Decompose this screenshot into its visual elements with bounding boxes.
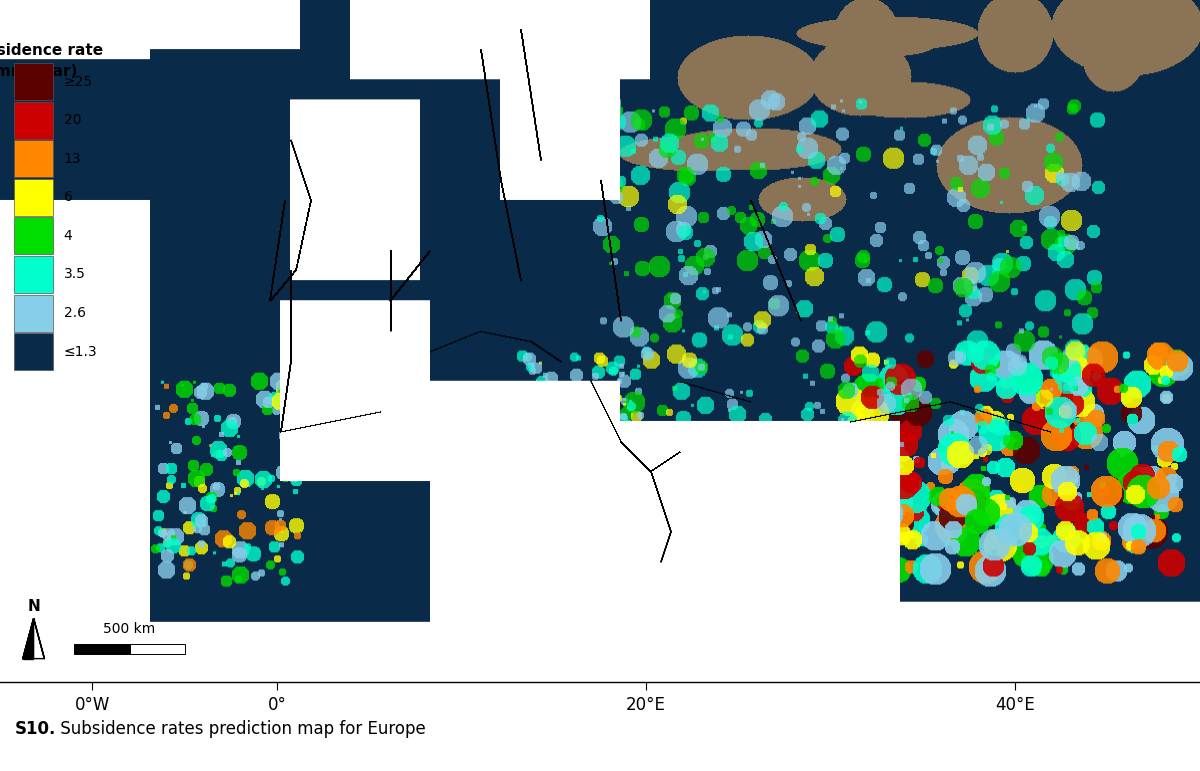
Polygon shape [34,618,44,658]
Text: 500 km: 500 km [103,622,156,636]
Polygon shape [23,618,34,658]
Text: N: N [28,600,40,614]
Text: 13: 13 [64,152,82,166]
Polygon shape [23,618,34,658]
Polygon shape [34,618,44,658]
Text: 20: 20 [64,113,82,127]
Text: (mm/year): (mm/year) [0,64,78,79]
Text: ≤1.3: ≤1.3 [64,345,97,359]
Text: S10.: S10. [14,719,55,738]
Text: 2.6: 2.6 [64,306,85,320]
Text: 4: 4 [64,229,72,243]
Text: Subsidence rate: Subsidence rate [0,43,103,58]
Text: 3.5: 3.5 [64,268,85,281]
Text: ≥25: ≥25 [64,75,92,89]
Text: Subsidence rates prediction map for Europe: Subsidence rates prediction map for Euro… [55,719,426,738]
Text: 6: 6 [64,190,72,204]
